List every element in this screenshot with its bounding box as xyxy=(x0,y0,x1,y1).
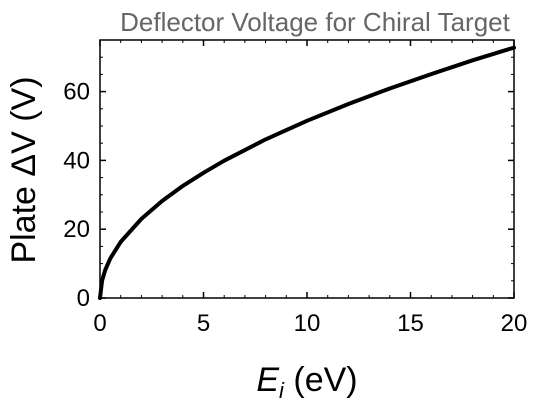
series-line xyxy=(98,45,516,300)
x-axis-label: Ei (eV) xyxy=(256,361,357,400)
plot-frame xyxy=(99,39,515,299)
minor-ticks xyxy=(100,39,514,298)
x-axis-ticks: 0 5 10 15 20 xyxy=(93,40,527,337)
chart-title: Deflector Voltage for Chiral Target xyxy=(120,7,510,37)
x-tick-label: 0 xyxy=(93,310,106,337)
y-axis-label: Plate ΔV (V) xyxy=(5,76,43,263)
y-tick-label: 20 xyxy=(63,216,90,243)
y-tick-label: 0 xyxy=(77,285,90,312)
y-axis-ticks: 0 20 40 60 xyxy=(63,79,514,312)
x-tick-label: 20 xyxy=(501,310,528,337)
x-tick-label: 10 xyxy=(294,310,321,337)
y-tick-label: 40 xyxy=(63,147,90,174)
x-axis-label-symbol: E xyxy=(256,361,279,399)
x-axis-label-subscript: i xyxy=(279,378,285,400)
x-axis-label-unit: (eV) xyxy=(284,361,358,399)
y-tick-label: 60 xyxy=(63,79,90,106)
x-tick-label: 5 xyxy=(197,310,210,337)
x-tick-label: 15 xyxy=(397,310,424,337)
